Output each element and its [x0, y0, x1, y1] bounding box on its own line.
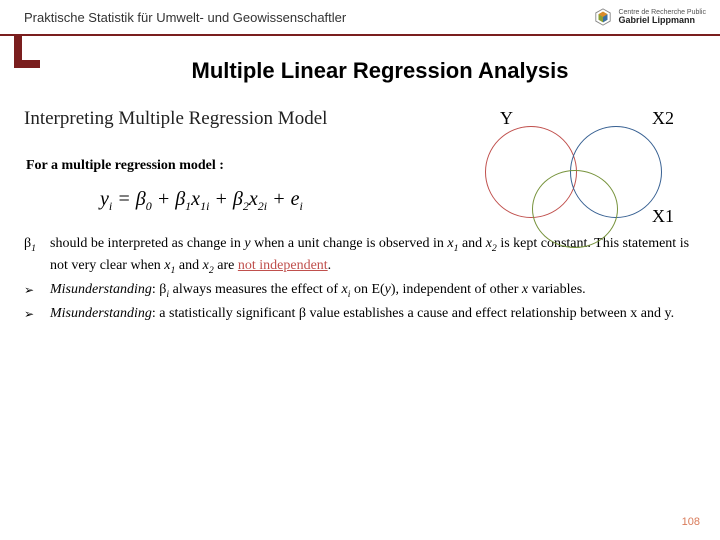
page-number: 108: [682, 516, 700, 528]
logo-line2: Gabriel Lippmann: [618, 16, 706, 25]
slide-header: Praktische Statistik für Umwelt- und Geo…: [0, 0, 720, 36]
corner-accent: [14, 36, 40, 68]
bullet-misunderstanding-2: ➢ Misunderstanding: a statistically sign…: [24, 304, 696, 324]
bullet-misunderstanding-1: ➢ Misunderstanding: βi always measures t…: [24, 280, 696, 302]
bullet-text-2: Misunderstanding: βi always measures the…: [50, 280, 696, 302]
bullet-text-3: Misunderstanding: a statistically signif…: [50, 304, 696, 324]
logo-text: Centre de Recherche Public Gabriel Lippm…: [618, 9, 706, 25]
venn-label-x2: X2: [652, 108, 674, 129]
hexagon-logo-icon: [594, 8, 612, 26]
venn-label-x1: X1: [652, 206, 674, 227]
header-logo: Centre de Recherche Public Gabriel Lippm…: [594, 8, 706, 26]
venn-label-y: Y: [500, 108, 513, 129]
arrow-icon: ➢: [24, 280, 50, 302]
main-title: Multiple Linear Regression Analysis: [40, 58, 720, 84]
venn-diagram: Y X2 X1: [460, 108, 690, 258]
header-title: Praktische Statistik für Umwelt- und Geo…: [24, 10, 346, 25]
arrow-icon: ➢: [24, 304, 50, 324]
bullet-marker-beta: β1: [24, 234, 50, 278]
venn-circle-x1: [532, 170, 618, 248]
